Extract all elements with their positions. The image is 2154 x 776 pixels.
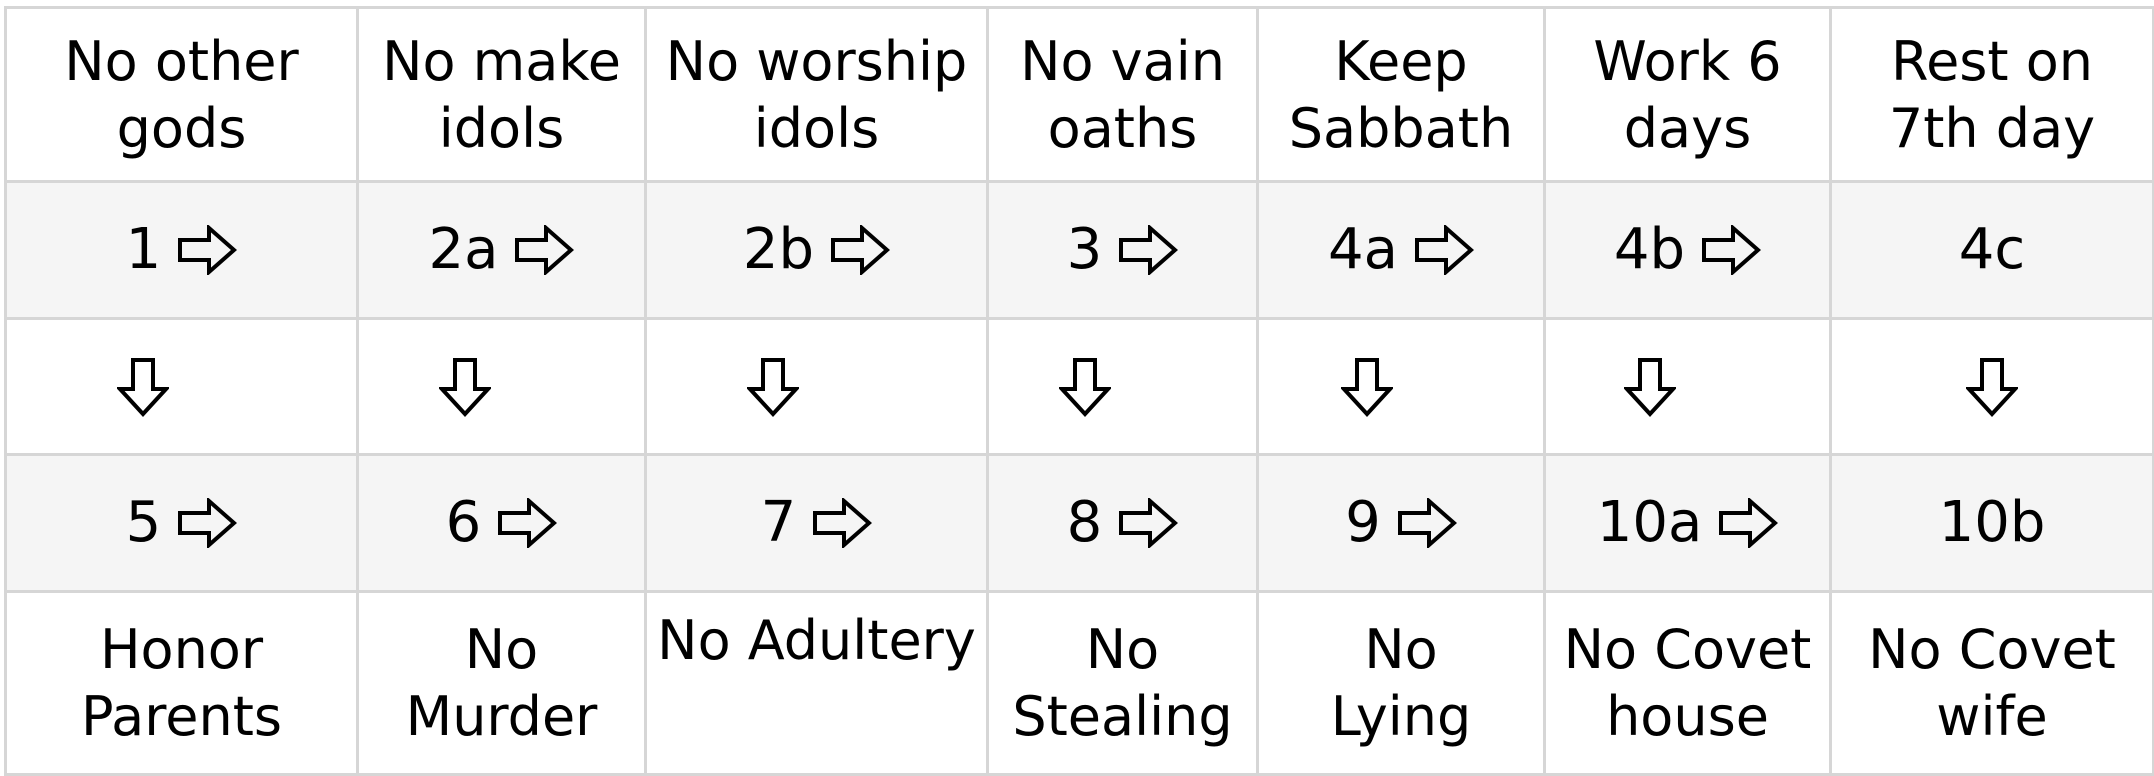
bottom-number: 6 [445,490,482,555]
bottom-label: No Adultery [657,609,976,672]
bottom-number-cell: 5 [4,453,359,593]
down-arrow-cell [986,317,1259,456]
right-arrow-icon [1119,225,1179,275]
bottom-label-cell: No Adultery [644,590,989,776]
top-label-cell: No other gods [4,6,359,183]
right-arrow-icon [498,498,558,548]
right-arrow-icon [813,498,873,548]
bottom-number-cell: 10b [1829,453,2154,593]
right-arrow-icon [515,225,575,275]
bottom-number: 7 [760,490,797,555]
top-number-row: 1 2a 2b 3 4a 4b 4c [4,180,2154,320]
top-number-cell: 3 [986,180,1259,320]
top-label: Rest on 7th day [1888,29,2096,160]
bottom-number: 9 [1345,490,1381,555]
top-number-cell: 4b [1543,180,1832,320]
bottom-number-cell: 8 [986,453,1259,593]
bottom-number: 10b [1938,490,2046,555]
right-arrow-icon [178,498,238,548]
bottom-label: No Covet house [1563,618,1812,748]
top-label-cell: No make idols [356,6,647,183]
bottom-label-cell: No Covet house [1543,590,1832,776]
bottom-number: 8 [1066,490,1103,555]
top-label: No worship idols [665,29,968,160]
down-arrow-icon [747,357,799,417]
right-arrow-icon [1719,498,1779,548]
down-arrow-row [4,317,2154,456]
top-number-cell: 4c [1829,180,2154,320]
down-arrow-cell [1829,317,2154,456]
bottom-label-cell: No Stealing [986,590,1259,776]
down-arrow-cell [644,317,989,456]
top-label-cell: Rest on 7th day [1829,6,2154,183]
top-label-cell: No worship idols [644,6,989,183]
down-arrow-cell [1256,317,1546,456]
down-arrow-cell [356,317,647,456]
right-arrow-icon [178,225,238,275]
down-arrow-icon [439,357,491,417]
bottom-number-cell: 6 [356,453,647,593]
bottom-label-row: Honor Parents No Murder No Adultery No S… [4,590,2154,776]
bottom-label: No Lying [1330,618,1472,748]
top-number-cell: 1 [4,180,359,320]
top-label-cell: No vain oaths [986,6,1259,183]
down-arrow-icon [1059,357,1111,417]
bottom-label: No Stealing [1012,618,1233,748]
bottom-number: 5 [125,490,162,555]
top-number: 1 [125,217,162,282]
top-label-cell: Keep Sabbath [1256,6,1546,183]
top-number: 4a [1328,217,1398,282]
bottom-number-cell: 7 [644,453,989,593]
down-arrow-icon [1966,357,2018,417]
bottom-label-cell: Honor Parents [4,590,359,776]
right-arrow-icon [1702,225,1762,275]
top-number: 4b [1613,217,1686,282]
right-arrow-icon [1397,498,1457,548]
top-number-cell: 4a [1256,180,1546,320]
bottom-label: No Covet wife [1868,618,2116,748]
top-label-row: No other gods No make idols No worship i… [4,6,2154,183]
top-number-cell: 2a [356,180,647,320]
bottom-label-cell: No Lying [1256,590,1546,776]
bottom-number-cell: 9 [1256,453,1546,593]
right-arrow-icon [1414,225,1474,275]
top-label: No vain oaths [1020,29,1225,160]
down-arrow-cell [1543,317,1832,456]
right-arrow-icon [831,225,891,275]
top-number: 4c [1958,217,2026,282]
right-arrow-icon [1119,498,1179,548]
top-number: 2a [428,217,499,282]
top-label: No other gods [64,29,299,160]
down-arrow-icon [1624,357,1676,417]
bottom-label: Honor Parents [81,618,282,748]
top-label: No make idols [382,29,621,160]
bottom-number: 10a [1596,490,1703,555]
bottom-label-cell: No Covet wife [1829,590,2154,776]
top-label: Work 6 days [1593,29,1782,160]
down-arrow-icon [1341,357,1393,417]
top-label-cell: Work 6 days [1543,6,1832,183]
top-number: 3 [1066,217,1103,282]
down-arrow-icon [117,357,169,417]
bottom-label-cell: No Murder [356,590,647,776]
bottom-number-cell: 10a [1543,453,1832,593]
down-arrow-cell [4,317,359,456]
top-label: Keep Sabbath [1288,29,1514,160]
top-number: 2b [742,217,815,282]
bottom-number-row: 5 6 7 8 9 10a 10b [4,453,2154,593]
bottom-label: No Murder [405,618,598,748]
top-number-cell: 2b [644,180,989,320]
commandments-grid: No other gods No make idols No worship i… [4,6,2154,776]
